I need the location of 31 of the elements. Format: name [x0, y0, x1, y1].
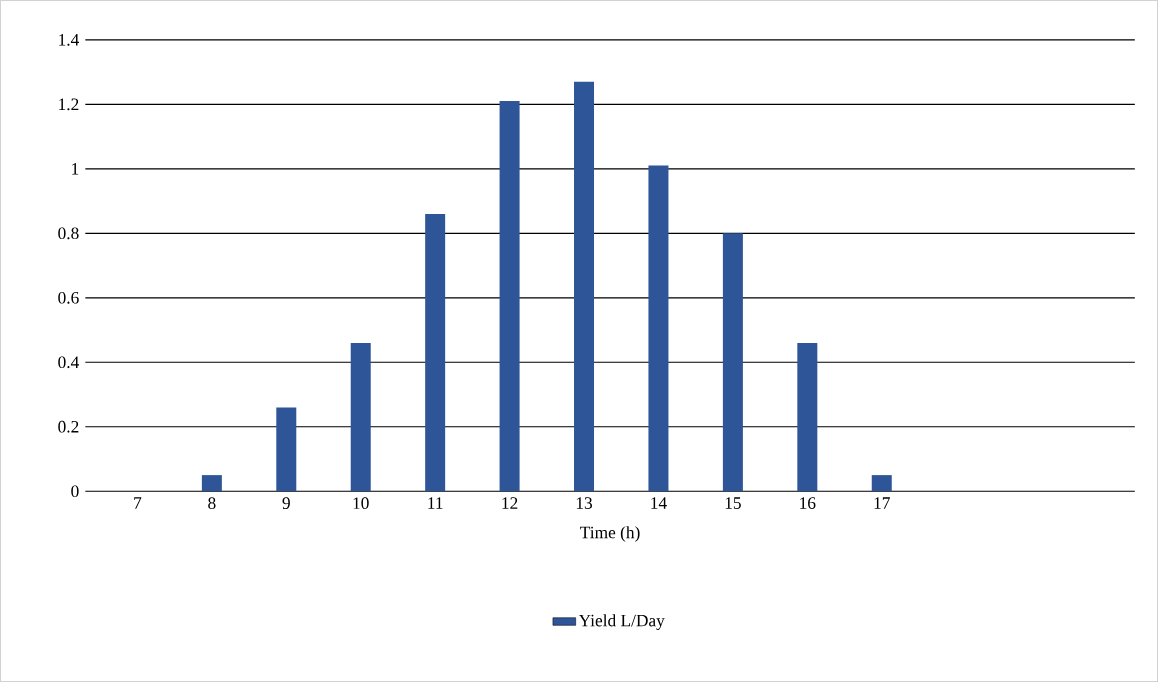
y-tick-label: 0.2 — [58, 420, 79, 433]
legend-label: Yield L/Day — [578, 614, 665, 631]
x-tick-label: 17 — [874, 497, 890, 509]
y-tick-label: 1.4 — [59, 34, 80, 46]
bar — [648, 165, 669, 492]
bar — [350, 342, 371, 492]
x-tick-label: 13 — [576, 497, 593, 509]
bar — [722, 233, 743, 492]
y-tick-label: 1 — [72, 163, 79, 175]
x-tick-label: 14 — [651, 497, 667, 509]
x-tick-label: 7 — [134, 497, 142, 509]
x-tick-label: 16 — [800, 497, 816, 509]
bar — [425, 213, 446, 492]
x-tick-label: 12 — [502, 497, 518, 509]
x-tick-label: 15 — [725, 497, 741, 509]
y-tick-label: 0 — [71, 485, 79, 498]
y-tick-label: 0.8 — [58, 227, 79, 240]
x-tick-label: 8 — [208, 497, 216, 510]
bar — [276, 407, 297, 492]
x-tick-label: 10 — [353, 497, 369, 510]
x-tick-label: 11 — [428, 497, 443, 509]
y-tick-label: 0.4 — [58, 356, 80, 369]
bar — [201, 475, 222, 492]
x-axis-title: Time (h) — [580, 526, 640, 542]
bar — [574, 81, 595, 492]
bar — [797, 342, 818, 492]
x-tick-label: 9 — [282, 497, 290, 509]
bar — [871, 475, 892, 492]
y-tick-label: 1.2 — [59, 98, 79, 111]
y-tick-label: 0.6 — [58, 291, 79, 304]
bar — [499, 101, 520, 492]
